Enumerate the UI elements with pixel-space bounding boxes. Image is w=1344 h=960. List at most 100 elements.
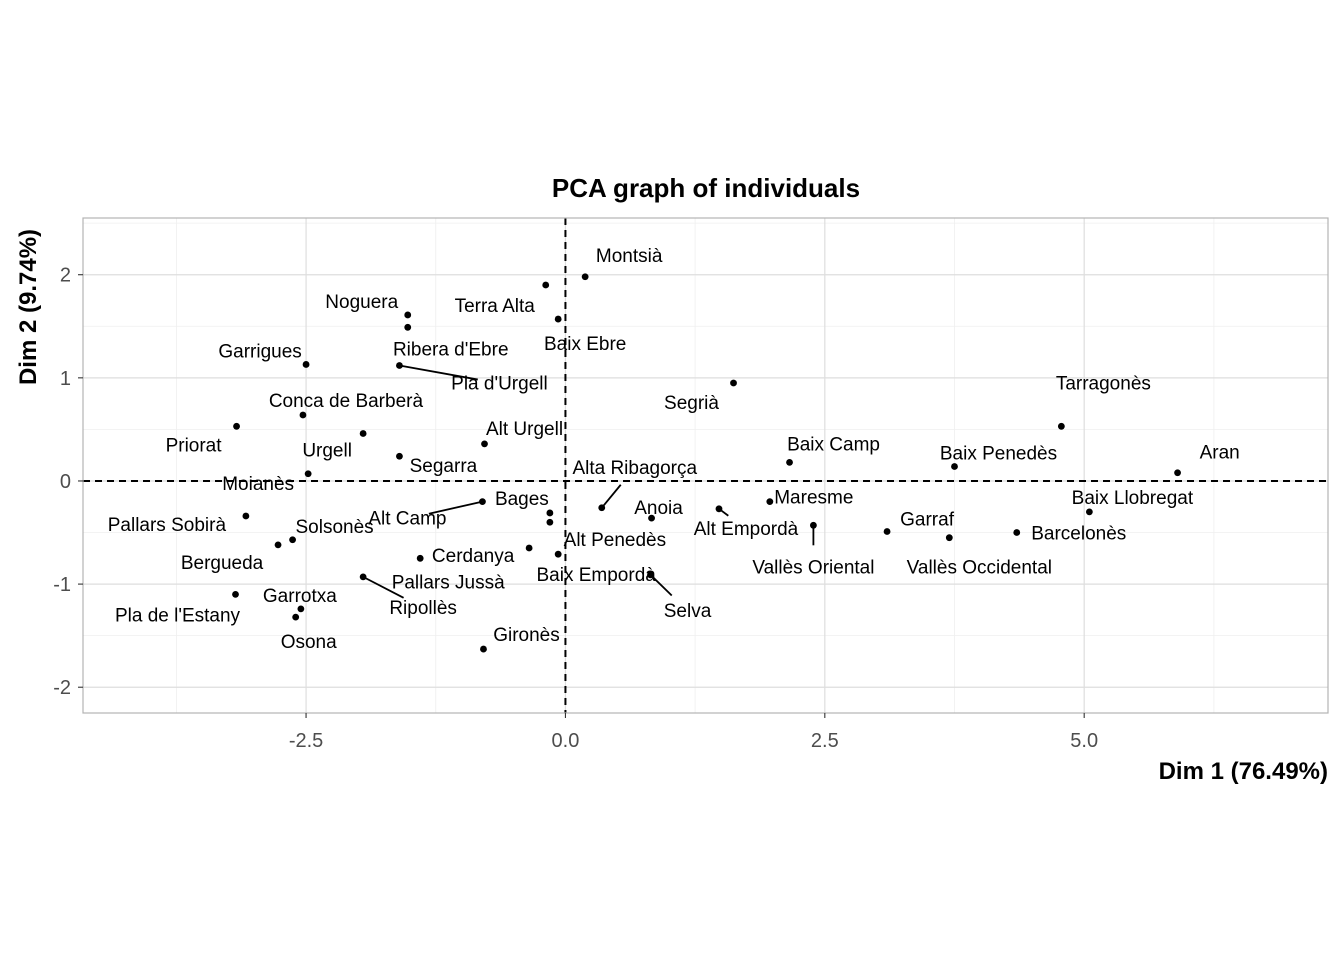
point-label: Alt Penedès (564, 530, 666, 551)
data-point (715, 505, 723, 513)
data-point (416, 554, 424, 562)
data-point (404, 311, 412, 319)
data-point (1174, 469, 1181, 477)
y-tick-label: 1 (60, 368, 71, 390)
point-label: Anoia (634, 498, 683, 519)
reference-lines (83, 218, 1328, 713)
point-label: Selva (664, 601, 712, 622)
data-point (359, 573, 367, 581)
y-axis-title: Dim 2 (9.74%) (15, 229, 42, 385)
point-label: Osona (281, 632, 337, 653)
point-label: Noguera (325, 292, 398, 313)
data-point (480, 645, 487, 653)
x-tick-label: 0.0 (552, 730, 580, 752)
data-point (883, 528, 891, 535)
x-axis-title: Dim 1 (76.49%) (1159, 758, 1328, 785)
data-point (292, 613, 300, 621)
point-label: Garraf (900, 510, 955, 531)
point-label: Tarragonès (1056, 373, 1151, 394)
data-point (546, 509, 554, 517)
point-label: Garrigues (218, 341, 301, 362)
data-point (404, 323, 412, 331)
y-tick-label: -1 (53, 574, 71, 596)
point-label: Aran (1200, 443, 1240, 464)
data-points (232, 273, 1181, 653)
point-label: Cerdanya (432, 546, 515, 567)
axis-ticks: -2.5 0.0 2.5 5.0 -2 -1 0 1 2 (53, 265, 1098, 752)
data-point (542, 281, 550, 289)
label-leader-line (428, 500, 483, 515)
point-label: Urgell (302, 441, 352, 462)
point-label: Ribera d'Ebre (393, 339, 509, 360)
data-point (786, 459, 793, 466)
label-leader-line (649, 574, 673, 597)
data-point (647, 571, 654, 579)
point-label: Segrià (664, 393, 719, 414)
data-point (396, 362, 403, 369)
data-point (1085, 508, 1093, 516)
data-point (546, 518, 554, 526)
data-point (299, 411, 307, 419)
point-label: Pla de l'Estany (115, 605, 241, 626)
point-label: Garrotxa (263, 586, 337, 607)
data-point (525, 544, 533, 552)
point-label: Baix Llobregat (1072, 488, 1194, 509)
point-label: Alt Empordà (694, 519, 799, 540)
data-point (274, 541, 282, 549)
point-label: Pla d'Urgell (451, 373, 548, 394)
point-label: Barcelonès (1031, 524, 1126, 545)
data-point (297, 605, 305, 613)
data-point (289, 536, 296, 544)
data-point (1013, 529, 1021, 536)
point-label: Conca de Barberà (269, 391, 424, 412)
x-tick-label: -2.5 (289, 730, 323, 752)
data-point (233, 422, 240, 430)
data-point (951, 463, 958, 470)
point-label: Baix Camp (787, 434, 880, 455)
point-label: Bergueda (181, 553, 264, 574)
label-leader-line (601, 484, 622, 509)
data-point (598, 504, 606, 512)
point-label: Alt Urgell (486, 419, 563, 440)
data-point (648, 514, 655, 522)
data-point (554, 315, 562, 323)
chart-title: PCA graph of individuals (552, 173, 860, 203)
point-label: Segarra (410, 456, 478, 477)
data-point (581, 273, 589, 281)
point-label: Gironès (493, 625, 560, 646)
point-label: Priorat (166, 435, 223, 456)
point-label: Maresme (774, 488, 853, 509)
point-label: Solsonès (295, 517, 373, 538)
data-point (232, 591, 239, 598)
point-label: Baix Ebre (544, 334, 626, 355)
point-label: Terra Alta (455, 296, 536, 317)
label-leader-line (399, 364, 478, 381)
plot-panel-border (82, 217, 1329, 714)
point-label: Pallars Jussà (392, 572, 505, 593)
data-point (481, 440, 488, 448)
point-label: Baix Empordà (537, 565, 657, 586)
point-label: Alta Ribagorça (572, 458, 697, 479)
point-label: Pallars Sobirà (108, 515, 227, 536)
point-label: Alt Camp (368, 509, 446, 530)
y-tick-label: 2 (60, 265, 71, 287)
label-leader-line (362, 576, 404, 599)
point-label: Baix Penedès (940, 444, 1057, 465)
point-labels: Aran Tarragonès Baix Llobregat Barcelonès Ba… (108, 246, 1240, 653)
point-label: Vallès Oriental (752, 557, 874, 578)
point-label: Vallès Occidental (907, 558, 1052, 579)
grid-lines (83, 218, 1328, 713)
data-point (945, 534, 953, 542)
data-point (1057, 422, 1065, 430)
data-point (810, 521, 817, 529)
data-point (554, 550, 562, 558)
data-point (766, 498, 774, 505)
point-label: Bages (495, 489, 549, 510)
data-point (730, 379, 737, 387)
data-point (242, 512, 250, 520)
y-tick-label: 0 (60, 471, 71, 493)
point-label: Moianès (222, 474, 294, 495)
data-point (396, 452, 403, 460)
point-label: Montsià (596, 246, 663, 267)
